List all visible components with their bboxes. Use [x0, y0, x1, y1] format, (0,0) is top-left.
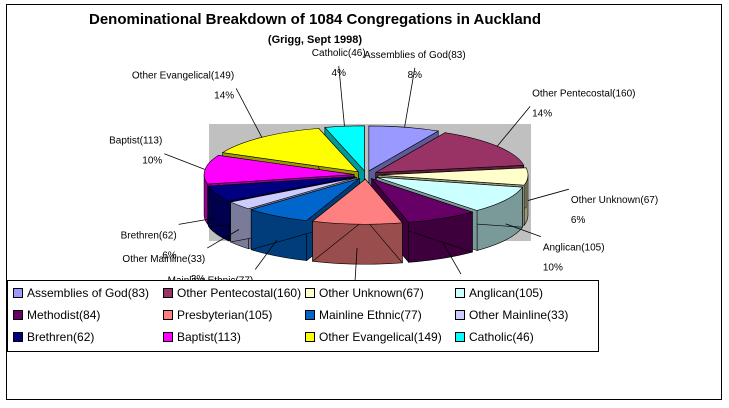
leader-line	[164, 153, 206, 170]
slice-top	[370, 178, 474, 223]
chart-subtitle: (Grigg, Sept 1998)	[267, 34, 363, 46]
legend-swatch	[305, 331, 315, 342]
slice-label: Other Mainline(33)	[122, 254, 205, 265]
legend-label: Methodist(84)	[27, 308, 101, 322]
leader-line	[527, 188, 570, 201]
slice-percent: 14%	[532, 108, 552, 119]
legend-item: Other Unknown(67)	[305, 286, 424, 302]
legend-label: Mainline Ethnic(77)	[319, 308, 422, 322]
pie-slices	[203, 125, 529, 265]
slice-percent: 6%	[162, 250, 177, 261]
legend-label: Anglican(105)	[469, 286, 544, 300]
slice-label: Assemblies of God(83)	[364, 50, 466, 61]
slice-percent: 14%	[214, 90, 234, 101]
legend-swatch	[163, 331, 173, 342]
legend-label: Assemblies of God(83)	[27, 286, 150, 300]
slice-top	[229, 177, 357, 210]
slice-top	[250, 178, 360, 221]
leader-line	[254, 239, 278, 270]
slice-label: Anglican(105)	[543, 243, 605, 254]
leader-line	[207, 229, 240, 249]
slice-percent: 10%	[543, 263, 563, 274]
slice-label: Other Unknown(67)	[571, 195, 658, 206]
legend-item: Methodist(84)	[13, 308, 100, 324]
legend-swatch	[455, 287, 465, 298]
legend-item: Catholic(46)	[455, 330, 534, 346]
slice-top	[203, 155, 355, 185]
slice-label: Baptist(113)	[109, 136, 162, 147]
leader-line	[404, 67, 416, 128]
chart-title: Denominational Breakdown of 1084 Congreg…	[88, 11, 541, 28]
slice-label: Catholic(46)	[312, 48, 366, 59]
legend-item: Assemblies of God(83)	[13, 286, 149, 302]
legend-swatch	[305, 287, 315, 298]
slice-top	[368, 125, 440, 172]
legend-item: Other Pentecostal(160)	[163, 286, 301, 302]
slice-percent: 8%	[408, 70, 423, 81]
leader-line	[178, 217, 217, 225]
slice-percent: 3%	[191, 274, 206, 285]
legend-swatch	[163, 287, 173, 298]
leader-line	[338, 65, 345, 127]
legend-item: Other Mainline(33)	[455, 308, 568, 324]
slice-percent: 6%	[571, 215, 586, 226]
legend-item: Baptist(113)	[163, 330, 241, 346]
legend-item: Brethren(62)	[13, 330, 94, 346]
legend-swatch	[305, 309, 315, 320]
leader-line	[505, 223, 541, 237]
legend-swatch	[455, 309, 465, 320]
pie-slice	[311, 178, 403, 265]
legend-label: Other Mainline(33)	[469, 308, 569, 322]
legend-label: Other Evangelical(149)	[319, 330, 442, 344]
legend-swatch	[13, 309, 23, 320]
legend-label: Catholic(46)	[469, 330, 534, 344]
legend: Assemblies of God(83) Other Pentecostal(1…	[7, 280, 599, 352]
legend-label: Baptist(113)	[177, 330, 241, 344]
legend-swatch	[13, 287, 23, 298]
legend-swatch	[13, 331, 23, 342]
legend-label: Other Pentecostal(160)	[177, 286, 302, 300]
slice-percent: 4%	[332, 68, 347, 79]
slice-label: Brethren(62)	[121, 230, 177, 241]
legend-label: Brethren(62)	[27, 330, 95, 344]
legend-label: Presbyterian(105)	[177, 308, 273, 322]
legend-label: Other Unknown(67)	[319, 286, 424, 300]
legend-item: Other Evangelical(149)	[305, 330, 442, 346]
slice-label: Other Pentecostal(160)	[532, 88, 635, 99]
slice-top	[221, 128, 360, 173]
legend-swatch	[455, 331, 465, 342]
slice-top	[377, 167, 529, 186]
legend-item: Mainline Ethnic(77)	[305, 308, 422, 324]
data-labels: Assemblies of God(83) 8% Other Pentecostal…	[109, 48, 658, 323]
slice-top	[311, 178, 403, 225]
leader-line	[235, 88, 263, 138]
leader-line	[496, 106, 531, 147]
legend-item: Anglican(105)	[455, 286, 543, 302]
leader-line	[442, 242, 462, 275]
slice-label: Other Evangelical(149)	[132, 70, 234, 81]
leader-lines	[164, 65, 570, 286]
slice-top	[376, 176, 524, 211]
legend-item: Presbyterian(105)	[163, 308, 272, 324]
slice-top	[207, 176, 355, 202]
leader-line	[354, 248, 358, 286]
legend-swatch	[163, 309, 173, 320]
slice-percent: 10%	[142, 156, 162, 167]
